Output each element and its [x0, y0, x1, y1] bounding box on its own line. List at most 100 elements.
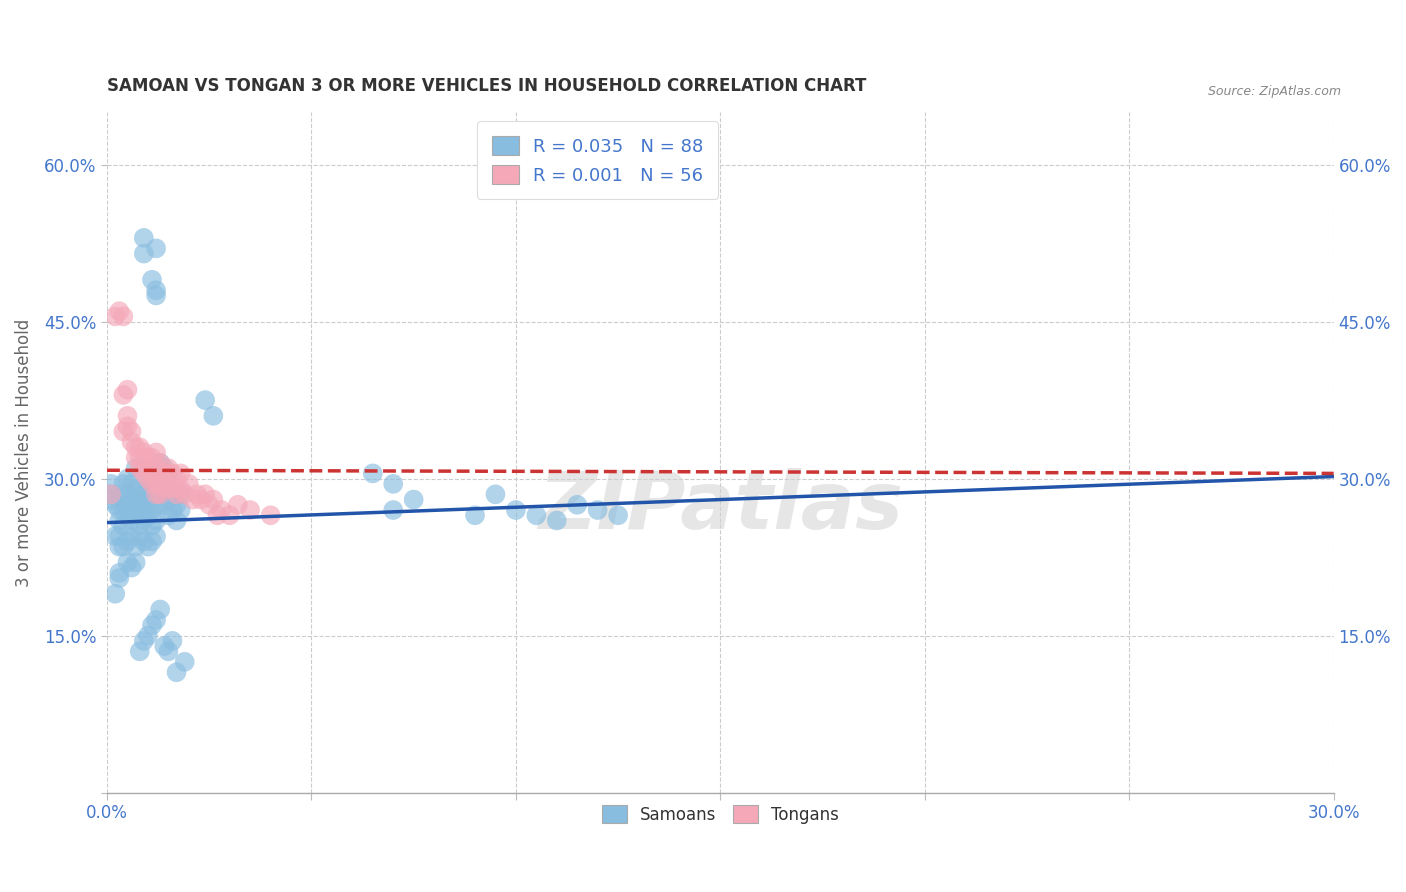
- Point: [121, 492, 143, 507]
- Point: [218, 508, 240, 523]
- Point: [108, 503, 131, 517]
- Point: [112, 310, 135, 324]
- Point: [141, 467, 163, 481]
- Point: [124, 555, 146, 569]
- Point: [382, 503, 405, 517]
- Point: [100, 492, 122, 507]
- Point: [149, 472, 172, 486]
- Point: [166, 665, 188, 680]
- Point: [121, 425, 143, 439]
- Point: [145, 241, 167, 255]
- Point: [117, 534, 139, 549]
- Point: [145, 514, 167, 528]
- Point: [112, 518, 135, 533]
- Text: Source: ZipAtlas.com: Source: ZipAtlas.com: [1208, 86, 1340, 98]
- Point: [207, 508, 229, 523]
- Point: [121, 560, 143, 574]
- Point: [136, 508, 159, 523]
- Point: [117, 472, 139, 486]
- Point: [169, 503, 191, 517]
- Text: SAMOAN VS TONGAN 3 OR MORE VEHICLES IN HOUSEHOLD CORRELATION CHART: SAMOAN VS TONGAN 3 OR MORE VEHICLES IN H…: [107, 78, 866, 95]
- Point: [108, 566, 131, 580]
- Point: [198, 498, 221, 512]
- Point: [136, 540, 159, 554]
- Point: [402, 492, 425, 507]
- Point: [100, 476, 122, 491]
- Point: [607, 508, 630, 523]
- Text: ZIPatlas: ZIPatlas: [538, 468, 903, 546]
- Point: [149, 487, 172, 501]
- Point: [145, 529, 167, 543]
- Point: [124, 508, 146, 523]
- Point: [124, 540, 146, 554]
- Point: [132, 445, 155, 459]
- Point: [202, 409, 225, 423]
- Point: [141, 503, 163, 517]
- Point: [157, 476, 180, 491]
- Point: [141, 518, 163, 533]
- Point: [128, 440, 150, 454]
- Point: [141, 273, 163, 287]
- Point: [108, 487, 131, 501]
- Point: [124, 440, 146, 454]
- Point: [166, 487, 188, 501]
- Point: [141, 472, 163, 486]
- Point: [157, 492, 180, 507]
- Point: [239, 503, 262, 517]
- Point: [166, 514, 188, 528]
- Point: [132, 633, 155, 648]
- Point: [162, 467, 184, 481]
- Point: [124, 461, 146, 475]
- Point: [108, 529, 131, 543]
- Point: [132, 498, 155, 512]
- Point: [186, 487, 208, 501]
- Point: [132, 467, 155, 481]
- Point: [149, 602, 172, 616]
- Point: [121, 435, 143, 450]
- Point: [157, 508, 180, 523]
- Point: [166, 472, 188, 486]
- Point: [169, 487, 191, 501]
- Point: [141, 534, 163, 549]
- Point: [162, 482, 184, 496]
- Point: [173, 487, 195, 501]
- Point: [100, 487, 122, 501]
- Point: [108, 571, 131, 585]
- Point: [464, 508, 486, 523]
- Point: [149, 456, 172, 470]
- Point: [124, 482, 146, 496]
- Point: [157, 644, 180, 658]
- Point: [132, 514, 155, 528]
- Point: [128, 461, 150, 475]
- Point: [132, 487, 155, 501]
- Point: [149, 487, 172, 501]
- Point: [128, 529, 150, 543]
- Point: [145, 467, 167, 481]
- Point: [132, 534, 155, 549]
- Point: [145, 461, 167, 475]
- Point: [259, 508, 281, 523]
- Point: [162, 633, 184, 648]
- Point: [117, 487, 139, 501]
- Point: [567, 498, 589, 512]
- Point: [117, 409, 139, 423]
- Point: [128, 508, 150, 523]
- Point: [162, 487, 184, 501]
- Point: [141, 450, 163, 465]
- Point: [524, 508, 547, 523]
- Point: [100, 487, 122, 501]
- Point: [121, 476, 143, 491]
- Point: [112, 503, 135, 517]
- Point: [181, 492, 204, 507]
- Point: [136, 472, 159, 486]
- Point: [132, 456, 155, 470]
- Point: [104, 587, 127, 601]
- Point: [177, 476, 200, 491]
- Point: [173, 655, 195, 669]
- Point: [108, 540, 131, 554]
- Point: [124, 450, 146, 465]
- Point: [586, 503, 609, 517]
- Point: [112, 540, 135, 554]
- Point: [166, 498, 188, 512]
- Point: [153, 467, 176, 481]
